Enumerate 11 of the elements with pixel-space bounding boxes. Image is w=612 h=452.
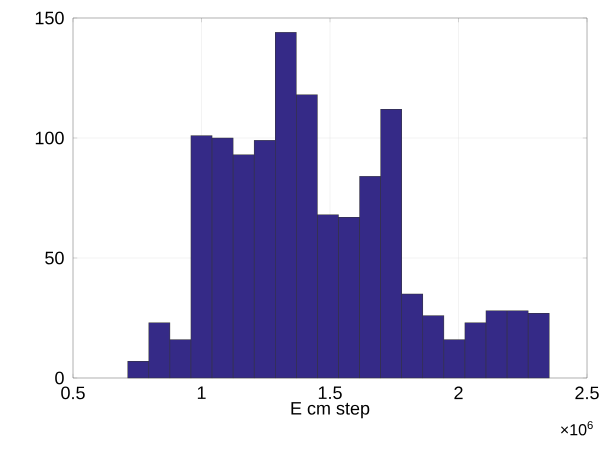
x-tick-label: 2.5 bbox=[575, 386, 599, 400]
x-tick-label: 2 bbox=[454, 386, 463, 400]
x-axis-title: E cm step bbox=[291, 402, 370, 418]
x-tick-label: 0.5 bbox=[61, 386, 85, 400]
y-tick-label: 0 bbox=[55, 372, 64, 384]
x-tick-label: 1 bbox=[198, 386, 206, 399]
y-tick-label: 50 bbox=[45, 252, 64, 264]
y-tick-label: 150 bbox=[36, 12, 64, 24]
x-tick-label: 1.5 bbox=[318, 386, 342, 400]
text: ×10$^{6}$ bbox=[561, 421, 593, 436]
y-tick-label: 100 bbox=[36, 132, 64, 144]
